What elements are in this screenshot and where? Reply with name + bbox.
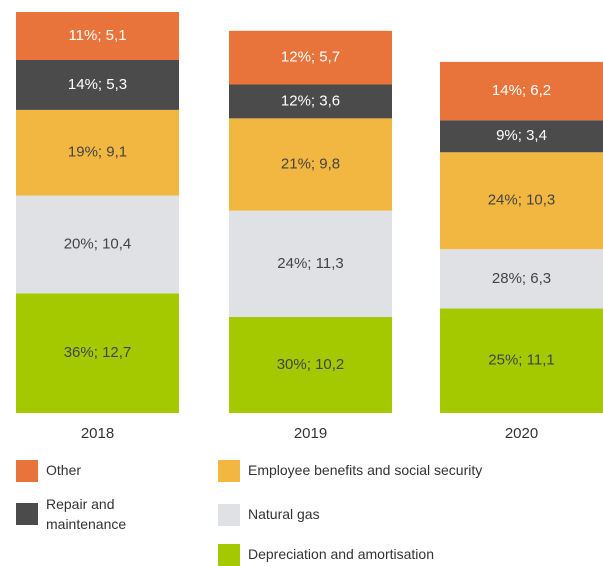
x-tick-label: 2018: [81, 425, 114, 442]
value-label: 19%; 9,1: [68, 144, 127, 161]
legend-swatch: [218, 544, 240, 566]
value-label: 20%; 10,4: [64, 235, 132, 252]
value-label: 12%; 3,6: [281, 92, 340, 109]
legend-label: Employee benefits and social security: [248, 462, 483, 478]
legend-swatch: [218, 460, 240, 482]
value-label: 21%; 9,8: [281, 155, 340, 172]
value-label: 12%; 5,7: [281, 49, 340, 66]
value-label: 30%; 10,2: [277, 356, 345, 373]
bar-segment: [440, 152, 603, 250]
bar-segment: [16, 293, 179, 413]
bar-segment: [229, 210, 392, 317]
bar-segment: [440, 120, 603, 153]
bar-segment: [440, 308, 603, 413]
value-label: 14%; 6,2: [492, 82, 551, 99]
legend-swatch: [16, 503, 38, 525]
legend-item: Depreciation and amortisation: [218, 544, 434, 566]
value-label: 24%; 11,3: [277, 255, 343, 272]
legend-swatch: [16, 460, 38, 482]
chart: 36%; 12,7 20%; 10,4 19%; 9,1 14%; 5,3 11%; 5…: [16, 12, 603, 442]
legend-item: Natural gas: [218, 504, 320, 526]
value-label: 24%; 10,3: [488, 192, 556, 209]
bar-segment: [440, 61, 603, 121]
x-tick-label: 2020: [505, 425, 538, 442]
value-label: 28%; 6,3: [492, 270, 551, 287]
value-label: 11%; 5,1: [68, 27, 126, 44]
legend-label: Depreciation and amortisation: [248, 546, 434, 562]
legend-item: Repair and maintenance: [16, 494, 136, 534]
legend-item: Employee benefits and social security: [218, 460, 482, 482]
legend-item: Other: [16, 460, 81, 482]
value-label: 14%; 5,3: [68, 76, 127, 93]
x-tick-label: 2019: [294, 425, 327, 442]
bar-segment: [229, 118, 392, 211]
bar-segment: [16, 195, 179, 294]
bar-segment: [229, 30, 392, 85]
bar-segment: [16, 60, 179, 110]
bar-segment: [229, 84, 392, 119]
value-label: 36%; 12,7: [64, 344, 132, 361]
legend-label: Natural gas: [248, 506, 320, 522]
value-label: 9%; 3,4: [496, 127, 547, 144]
legend-label: Other: [46, 462, 82, 478]
legend-swatch: [218, 504, 240, 526]
bar-segment: [16, 109, 179, 196]
value-label: 25%; 11,1: [488, 352, 554, 369]
bar-segment: [440, 249, 603, 309]
bar-segment: [16, 12, 179, 61]
legend-label: Repair and maintenance: [46, 496, 127, 532]
bar-segment: [229, 316, 392, 413]
